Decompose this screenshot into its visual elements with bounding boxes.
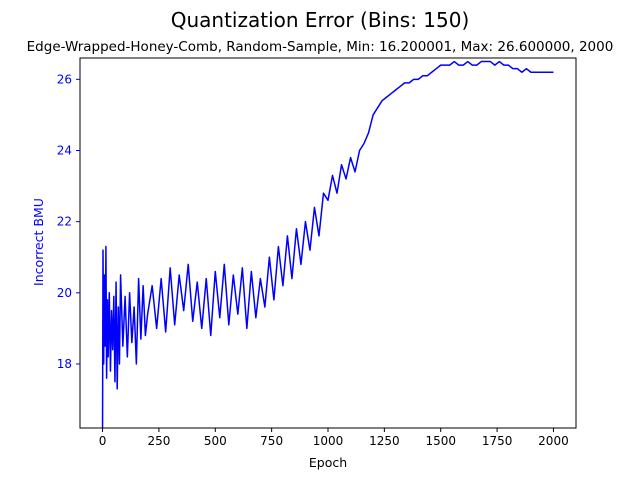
y-tick-label: 26 bbox=[57, 72, 72, 86]
x-tick-label: 1500 bbox=[425, 434, 456, 448]
plot-area: 0 250 500 750 1000 1250 1500 1750 2000 18 20 22 24 26 bbox=[57, 57, 577, 448]
x-tick-label: 1000 bbox=[313, 434, 344, 448]
chart-title: Quantization Error (Bins: 150) bbox=[171, 8, 470, 32]
x-tick-label: 500 bbox=[204, 434, 227, 448]
y-tick-label: 20 bbox=[57, 286, 72, 300]
x-axis-label: Epoch bbox=[309, 455, 347, 470]
x-tick-label: 1750 bbox=[482, 434, 513, 448]
x-tick-label: 0 bbox=[99, 434, 107, 448]
y-axis-label: Incorrect BMU bbox=[31, 198, 46, 286]
y-tick-label: 24 bbox=[57, 144, 72, 158]
x-tick-label: 1250 bbox=[369, 434, 400, 448]
chart-subtitle: Edge-Wrapped-Honey-Comb, Random-Sample, … bbox=[27, 39, 614, 55]
y-tick-label: 22 bbox=[57, 215, 72, 229]
x-tick-label: 2000 bbox=[538, 434, 569, 448]
y-tick-label: 18 bbox=[57, 357, 72, 371]
x-tick-label: 750 bbox=[260, 434, 283, 448]
series-line-0 bbox=[101, 60, 554, 429]
axes-frame bbox=[79, 57, 577, 429]
x-tick-label: 250 bbox=[147, 434, 170, 448]
